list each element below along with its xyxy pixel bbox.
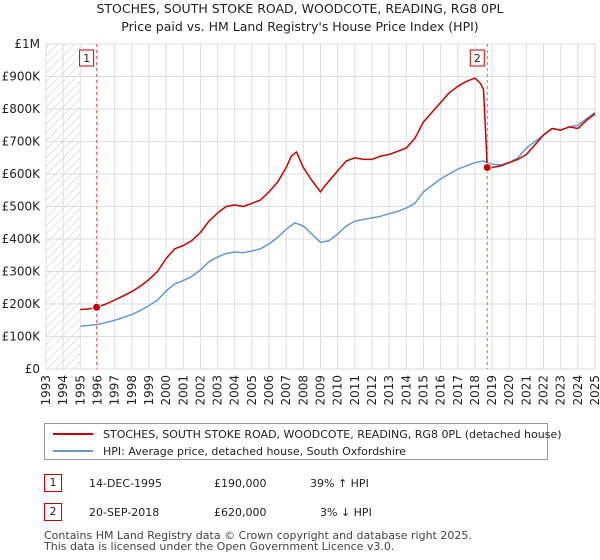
x-tick-label: 2001 (176, 375, 190, 406)
footer-licence: This data is licensed under the Open Gov… (44, 540, 395, 553)
x-tick-label: 2002 (193, 375, 207, 406)
footer-copyright: Contains HM Land Registry data © Crown c… (44, 529, 472, 542)
chart-subtitle: Price paid vs. HM Land Registry's House … (121, 19, 479, 34)
x-tick-label: 2009 (314, 375, 328, 406)
x-tick-label: 2004 (228, 375, 242, 406)
x-tick-label: 1996 (90, 375, 104, 406)
x-tick-label: 2000 (159, 375, 173, 406)
legend-item-property: STOCHES, SOUTH STOKE ROAD, WOODCOTE, REA… (53, 426, 562, 442)
x-tick-label: 2013 (382, 375, 396, 406)
sale-point (482, 163, 492, 172)
transaction-hpi: 39% ↑ HPI (310, 477, 369, 490)
x-tick-label: 2016 (434, 375, 448, 406)
y-tick-label: £600K (2, 167, 42, 181)
y-tick-label: £900K (2, 70, 42, 84)
x-tick-label: 2023 (554, 375, 568, 406)
legend-label-hpi: HPI: Average price, detached house, Sout… (103, 444, 406, 458)
x-tick-label: 2019 (485, 375, 499, 406)
x-tick-label: 1998 (125, 375, 139, 406)
x-tick-label: 2011 (348, 375, 362, 406)
y-tick-label: £500K (2, 200, 42, 214)
legend-swatch-property (53, 433, 93, 435)
transaction-date: 14-DEC-1995 (89, 477, 163, 490)
y-tick-label: £400K (2, 232, 42, 246)
x-tick-label: 2012 (365, 375, 379, 406)
y-tick-label: £200K (2, 297, 42, 311)
x-tick-label: 2024 (571, 375, 585, 406)
y-tick-label: £300K (2, 265, 42, 279)
x-tick-label: 2010 (331, 375, 345, 406)
x-tick-label: 2021 (519, 375, 533, 406)
x-tick-label: 2025 (588, 375, 600, 406)
y-tick-label: £100K (2, 330, 42, 344)
x-tick-label: 2020 (502, 375, 516, 406)
x-tick-label: 2005 (245, 375, 259, 406)
y-tick-label: £800K (2, 102, 42, 116)
x-tick-label: 2017 (451, 375, 465, 406)
x-tick-label: 1995 (73, 375, 87, 406)
y-tick-label: £700K (2, 135, 42, 149)
transaction-price: £190,000 (214, 477, 267, 490)
x-tick-label: 2006 (262, 375, 276, 406)
transaction-row: 2 20-SEP-2018 £620,000 3% ↓ HPI (44, 503, 564, 523)
x-tick-label: 1994 (56, 375, 70, 406)
legend-label-property: STOCHES, SOUTH STOKE ROAD, WOODCOTE, REA… (103, 427, 562, 441)
transaction-marker: 1 (44, 474, 62, 492)
x-tick-label: 2008 (296, 375, 310, 406)
transaction-date: 20-SEP-2018 (89, 506, 160, 519)
transaction-price: £620,000 (214, 506, 267, 519)
x-tick-label: 1993 (39, 375, 53, 406)
y-tick-label: £1M (14, 37, 40, 51)
sale-point (92, 302, 102, 312)
sale-marker-box (79, 49, 95, 67)
transaction-row: 1 14-DEC-1995 £190,000 39% ↑ HPI (44, 474, 564, 494)
footer: Contains HM Land Registry data © Crown c… (44, 530, 472, 552)
legend-item-hpi: HPI: Average price, detached house, Sout… (53, 443, 406, 459)
x-tick-label: 2007 (279, 375, 293, 406)
x-tick-label: 2018 (468, 375, 482, 406)
legend: STOCHES, SOUTH STOKE ROAD, WOODCOTE, REA… (44, 423, 562, 460)
x-tick-label: 2014 (399, 375, 413, 406)
y-tick-label: £0 (25, 362, 40, 376)
chart-title: STOCHES, SOUTH STOKE ROAD, WOODCOTE, REA… (96, 1, 504, 16)
x-tick-label: 1997 (108, 375, 122, 406)
sale-marker-label: 2 (474, 52, 481, 65)
chart-title-block: STOCHES, SOUTH STOKE ROAD, WOODCOTE, REA… (0, 0, 600, 36)
transaction-marker: 2 (44, 503, 62, 521)
property-price-line (80, 77, 596, 311)
x-tick-label: 2015 (416, 375, 430, 406)
transaction-hpi: 3% ↓ HPI (320, 506, 372, 519)
x-tick-label: 2022 (537, 375, 551, 406)
sale-marker-box (469, 49, 485, 67)
legend-swatch-hpi (53, 450, 93, 452)
price-chart: £0 £100K £200K £300K £400K £500K £600K £700K £80… (2, 37, 600, 406)
x-tick-label: 1999 (142, 375, 156, 406)
sale-marker-label: 1 (83, 52, 90, 65)
x-tick-label: 2003 (211, 375, 225, 406)
